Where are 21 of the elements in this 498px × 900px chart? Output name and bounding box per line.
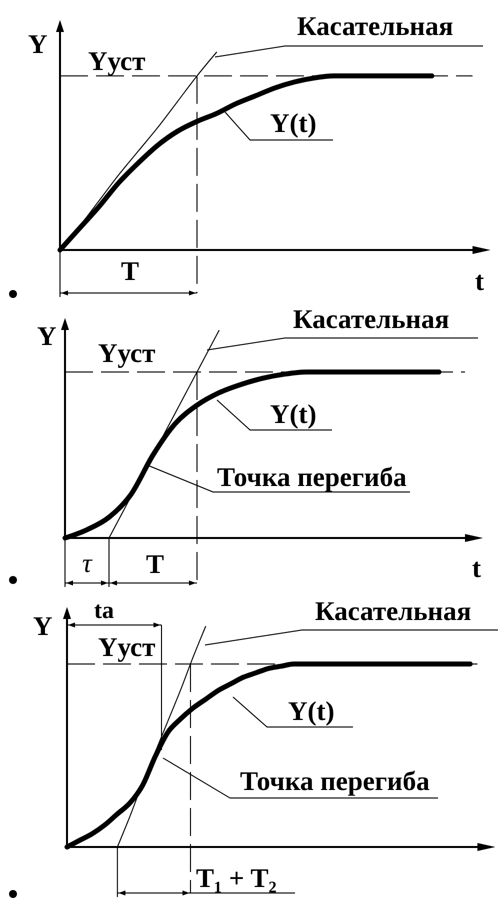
text: T₁ + T₂ xyxy=(196,863,277,893)
annotation: Точка перегиба xyxy=(240,766,430,796)
text: Касательная xyxy=(297,11,454,41)
text: Касательная xyxy=(315,596,472,626)
text: τ xyxy=(82,548,94,578)
text: Касательная xyxy=(293,304,450,334)
series-label: Y(t) xyxy=(270,108,316,138)
ref-line-label: Yуст xyxy=(88,46,146,76)
x-axis-title: t xyxy=(472,553,481,583)
text: ta xyxy=(94,598,114,624)
y-axis-title: Y xyxy=(33,611,52,641)
ref-line-label: Yуст xyxy=(98,632,156,662)
text: T xyxy=(146,549,164,579)
ref-line-label: Yуст xyxy=(98,338,156,368)
series-label: Y(t) xyxy=(288,696,334,726)
series-label: Y(t) xyxy=(270,399,316,429)
y-axis-title: Y xyxy=(37,321,56,351)
x-axis-title: t xyxy=(475,266,484,296)
text: T xyxy=(120,256,140,286)
y-axis-title: Y xyxy=(28,29,48,59)
annotation: Точка перегиба xyxy=(217,462,408,492)
